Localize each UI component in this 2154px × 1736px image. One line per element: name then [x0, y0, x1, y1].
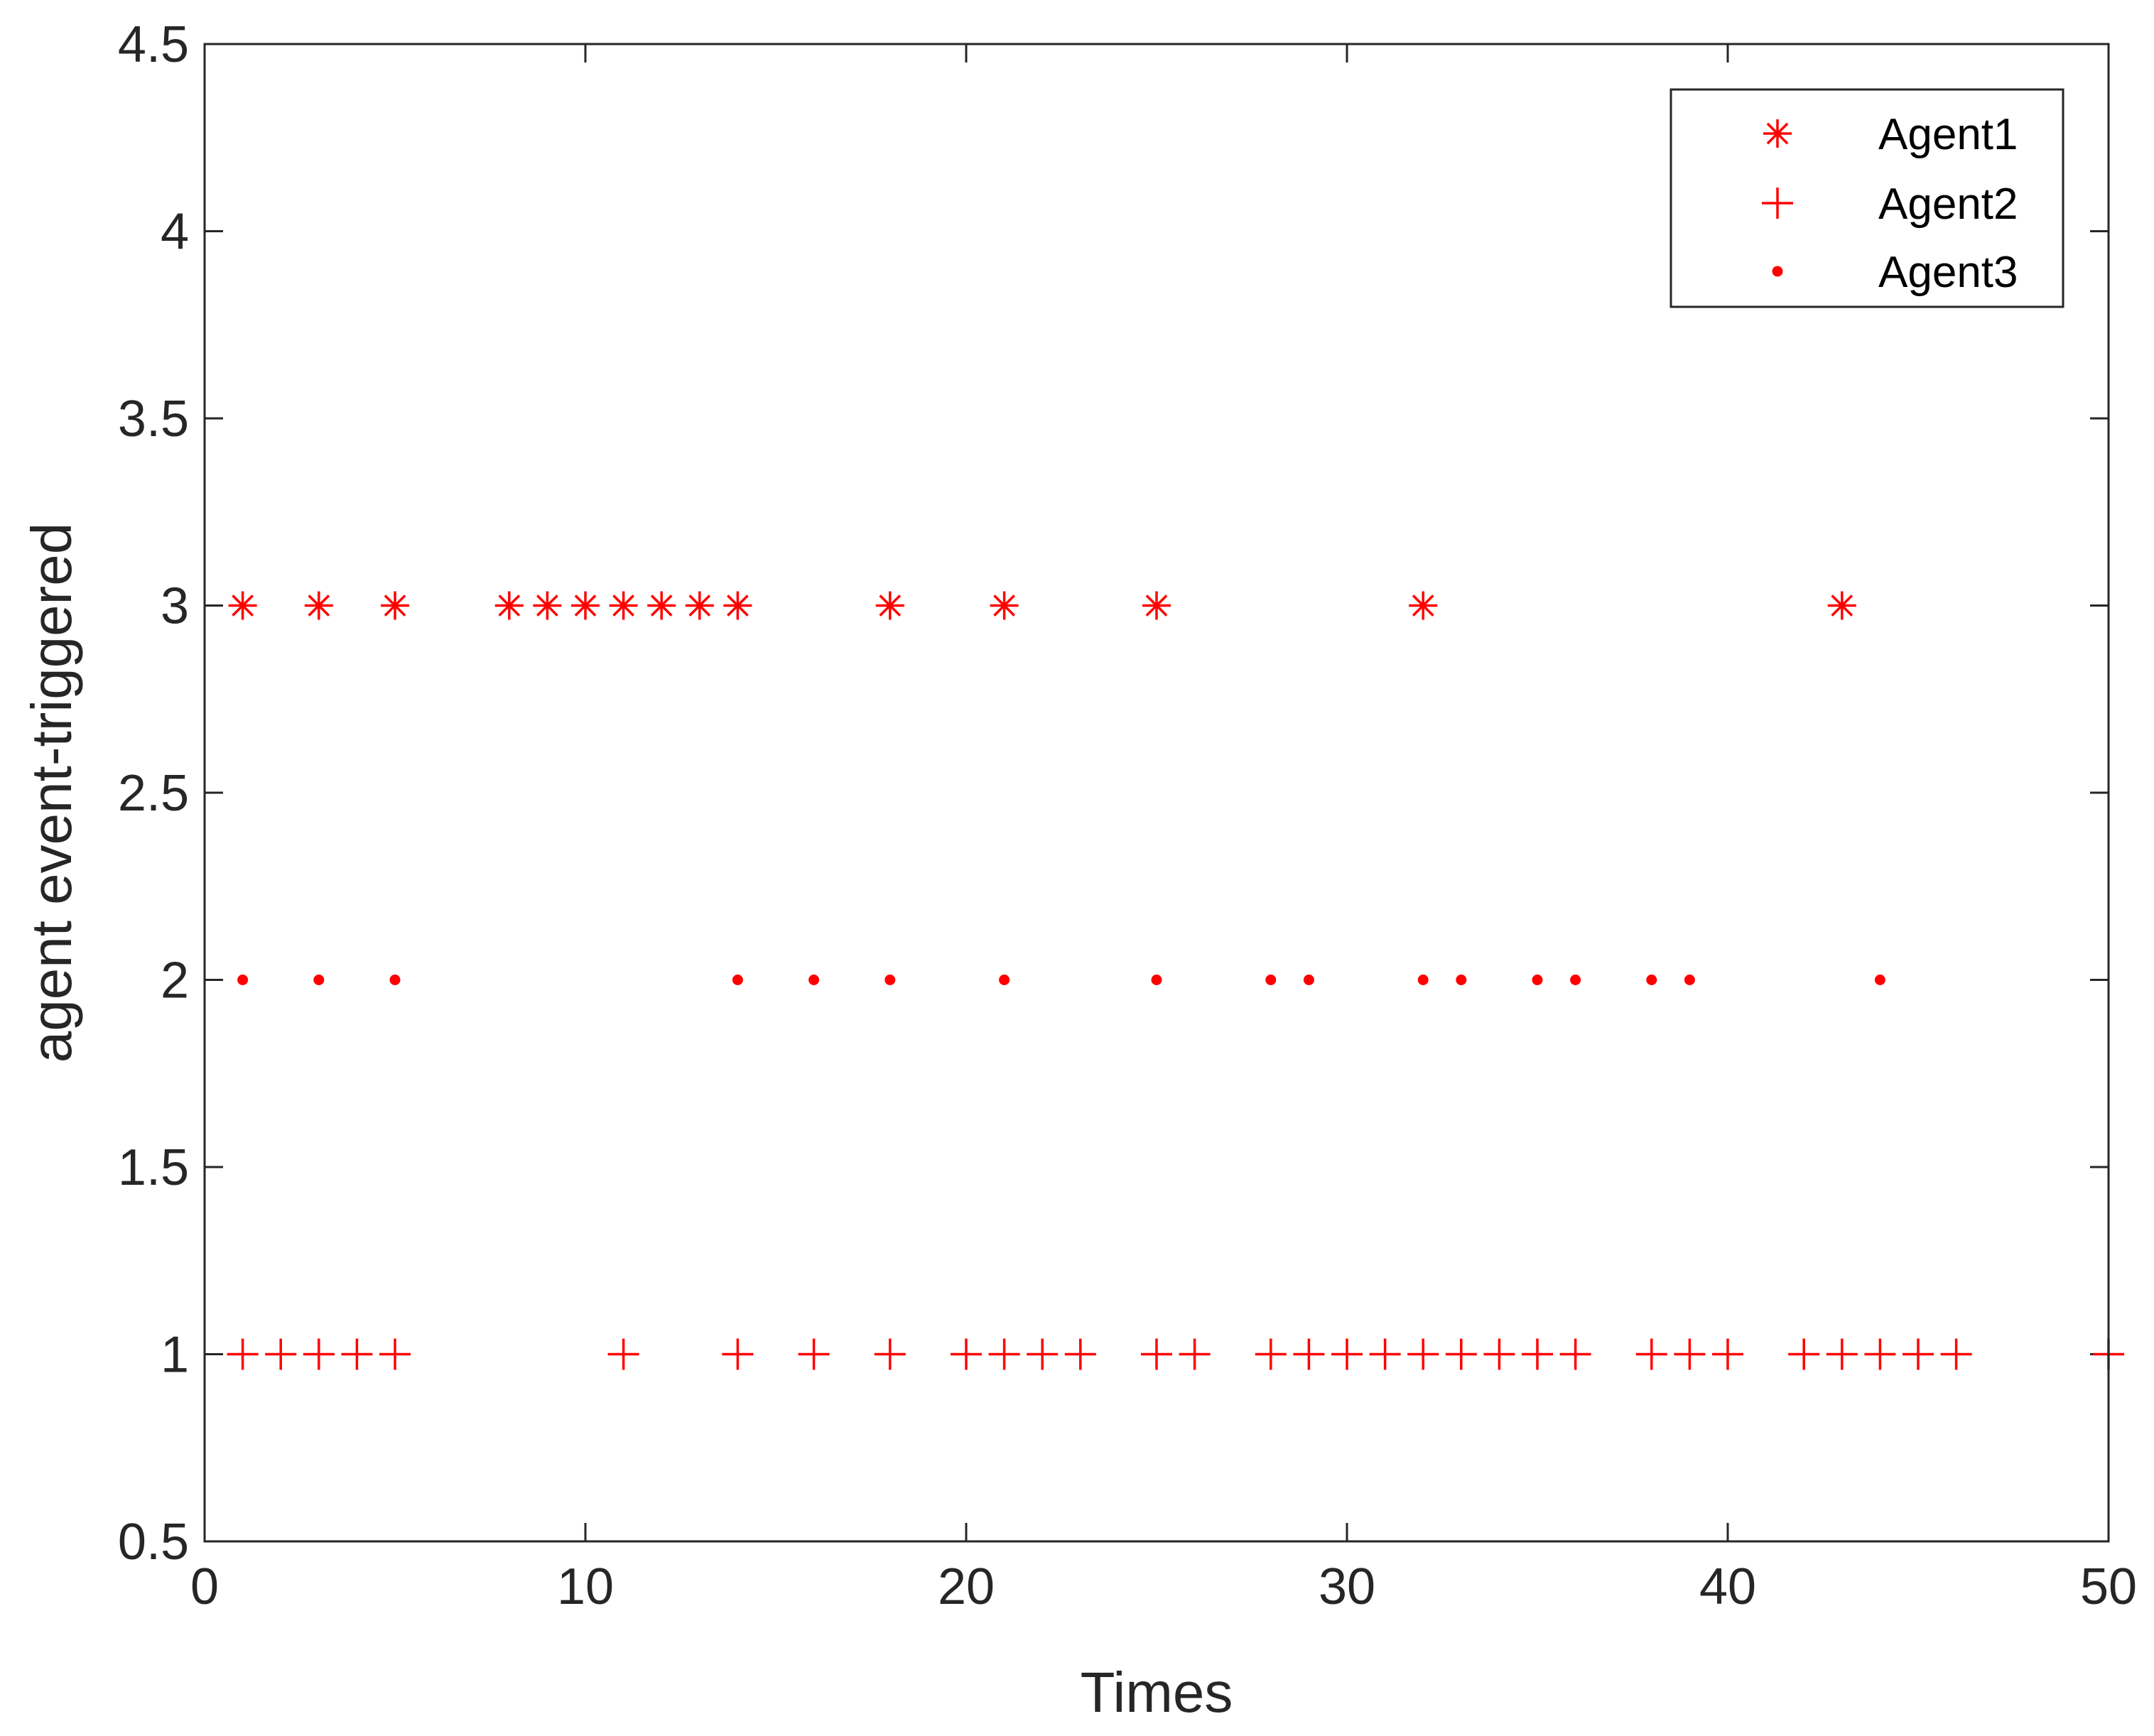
legend: Agent1 Agent2 Agent3 — [1669, 88, 2064, 308]
legend-box — [1669, 88, 2064, 308]
data-point — [1826, 1338, 1858, 1370]
data-point — [1788, 1338, 1820, 1370]
y-tick-label: 4.5 — [118, 16, 189, 73]
data-point — [571, 591, 600, 620]
data-point — [303, 1338, 335, 1370]
data-point — [1874, 975, 1885, 985]
x-tick-label: 0 — [190, 1558, 219, 1615]
data-point — [1303, 975, 1314, 985]
data-point — [1827, 591, 1856, 620]
data-point — [1903, 1338, 1934, 1370]
data-point — [1570, 975, 1581, 985]
x-tick-label: 30 — [1319, 1558, 1375, 1615]
data-point — [1407, 1338, 1439, 1370]
data-point — [341, 1338, 373, 1370]
y-tick-label: 0.5 — [118, 1514, 189, 1570]
y-tick-label: 1.5 — [118, 1139, 189, 1196]
data-point — [313, 975, 325, 985]
y-tick-label: 1 — [161, 1327, 189, 1384]
data-point — [723, 591, 752, 620]
y-axis-title: agent event-triggered — [20, 523, 83, 1063]
y-tick-label: 2.5 — [118, 765, 189, 822]
data-point — [1712, 1338, 1743, 1370]
data-point — [647, 591, 676, 620]
data-point — [1646, 975, 1657, 985]
data-point — [379, 1338, 411, 1370]
x-tick-label: 40 — [1699, 1558, 1756, 1615]
data-point — [1445, 1338, 1477, 1370]
data-point — [875, 591, 904, 620]
data-point — [1522, 1338, 1553, 1370]
legend-label: Agent3 — [1878, 248, 2018, 297]
data-point — [1151, 975, 1162, 985]
data-point — [1635, 1338, 1667, 1370]
series-agent2 — [227, 1338, 2124, 1370]
data-point — [1141, 1338, 1172, 1370]
data-point — [304, 591, 333, 620]
series-agent3 — [237, 975, 1885, 985]
data-point — [1409, 591, 1438, 620]
data-point — [1483, 1338, 1515, 1370]
data-point — [1684, 975, 1695, 985]
y-tick-label: 3.5 — [118, 391, 189, 447]
data-point — [1674, 1338, 1706, 1370]
data-point — [1532, 975, 1543, 985]
data-point — [999, 975, 1010, 985]
data-point — [1179, 1338, 1211, 1370]
data-point — [1940, 1338, 1972, 1370]
data-point — [381, 591, 409, 620]
data-point — [1064, 1338, 1096, 1370]
data-point — [732, 975, 743, 985]
data-point — [1027, 1338, 1059, 1370]
data-point — [1142, 591, 1171, 620]
y-tick-label: 2 — [161, 953, 189, 1009]
data-point — [722, 1338, 754, 1370]
data-point — [798, 1338, 830, 1370]
data-point — [494, 591, 524, 620]
legend-marker-asterisk-icon — [1763, 119, 1792, 148]
data-point — [990, 591, 1019, 620]
x-axis-title: Times — [1081, 1661, 1233, 1724]
data-point — [951, 1338, 982, 1370]
data-point — [884, 975, 896, 985]
legend-marker-plus-icon — [1762, 188, 1793, 219]
data-point — [607, 1338, 639, 1370]
data-point — [389, 975, 401, 985]
data-point — [1456, 975, 1467, 985]
x-tick-label: 50 — [2080, 1558, 2137, 1615]
data-point — [988, 1338, 1020, 1370]
data-point — [227, 1338, 259, 1370]
data-point — [533, 591, 562, 620]
data-point — [1559, 1338, 1591, 1370]
data-point — [265, 1338, 297, 1370]
data-point — [237, 975, 249, 985]
data-point — [1331, 1338, 1363, 1370]
legend-label: Agent1 — [1878, 110, 2018, 159]
data-point — [1265, 975, 1277, 985]
data-point — [1255, 1338, 1287, 1370]
y-tick-label: 4 — [161, 204, 189, 261]
series-agent1 — [228, 591, 1856, 620]
data-point — [609, 591, 638, 620]
data-point — [808, 975, 820, 985]
legend-label: Agent2 — [1878, 180, 2018, 229]
data-point — [1864, 1338, 1896, 1370]
legend-marker-dot-icon — [1772, 266, 1783, 277]
x-tick-label: 10 — [557, 1558, 614, 1615]
data-point — [228, 591, 257, 620]
axes-box — [203, 43, 2110, 1543]
data-point — [874, 1338, 906, 1370]
data-point — [1293, 1338, 1325, 1370]
y-tick-label: 3 — [161, 578, 189, 635]
data-point — [1417, 975, 1429, 985]
data-point — [685, 591, 714, 620]
data-point — [1369, 1338, 1401, 1370]
x-tick-label: 20 — [938, 1558, 995, 1615]
